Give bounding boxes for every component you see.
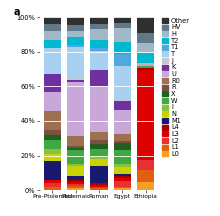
Bar — [137, 170, 154, 182]
Bar — [90, 69, 108, 70]
Bar — [90, 183, 108, 185]
Bar — [114, 150, 131, 164]
Bar — [67, 136, 84, 146]
Bar — [67, 186, 84, 188]
Bar — [67, 184, 84, 186]
Bar — [114, 22, 131, 28]
Bar — [90, 166, 108, 183]
Bar — [44, 74, 61, 92]
Bar — [137, 53, 154, 64]
Bar — [114, 54, 131, 66]
Bar — [114, 66, 131, 99]
Text: a: a — [13, 7, 20, 17]
Bar — [44, 135, 61, 140]
Bar — [114, 28, 131, 42]
Bar — [90, 156, 108, 159]
Bar — [44, 180, 61, 183]
Bar — [90, 188, 108, 190]
Bar — [44, 130, 61, 135]
Bar — [114, 134, 131, 141]
Bar — [67, 45, 84, 48]
Bar — [44, 24, 61, 31]
Bar — [67, 82, 84, 136]
Bar — [67, 146, 84, 148]
Bar — [137, 65, 154, 68]
Bar — [90, 29, 108, 40]
Bar — [67, 48, 84, 78]
Bar — [137, 68, 154, 70]
Bar — [137, 43, 154, 53]
Bar — [67, 25, 84, 31]
Bar — [137, 33, 154, 43]
Bar — [44, 92, 61, 111]
Bar — [90, 144, 108, 149]
Bar — [137, 160, 154, 170]
Bar — [67, 37, 84, 45]
Bar — [114, 187, 131, 188]
Bar — [90, 149, 108, 156]
Bar — [90, 86, 108, 132]
Bar — [90, 17, 108, 24]
Bar — [67, 164, 84, 166]
Bar — [44, 40, 61, 48]
Bar — [114, 110, 131, 134]
Bar — [67, 180, 84, 182]
Bar — [90, 24, 108, 29]
Bar — [114, 42, 131, 54]
Bar — [44, 17, 61, 24]
Bar — [90, 132, 108, 140]
Bar — [67, 150, 84, 164]
Bar — [67, 31, 84, 37]
Bar — [44, 149, 61, 154]
Bar — [114, 17, 131, 22]
Bar — [44, 111, 61, 130]
Bar — [90, 140, 108, 144]
Bar — [114, 174, 131, 176]
Bar — [67, 188, 84, 190]
Bar — [67, 79, 84, 82]
Bar — [90, 70, 108, 86]
Bar — [114, 176, 131, 178]
Bar — [114, 101, 131, 110]
Bar — [44, 161, 61, 180]
Bar — [137, 182, 154, 190]
Bar — [67, 182, 84, 184]
Bar — [67, 166, 84, 176]
Bar — [44, 48, 61, 74]
Bar — [44, 140, 61, 149]
Bar — [114, 181, 131, 187]
Bar — [137, 64, 154, 65]
Bar — [90, 187, 108, 188]
Bar — [114, 141, 131, 143]
Bar — [44, 183, 61, 187]
Bar — [114, 143, 131, 150]
Bar — [114, 164, 131, 167]
Bar — [67, 17, 84, 25]
Bar — [137, 70, 154, 160]
Bar — [114, 99, 131, 101]
Bar — [67, 148, 84, 150]
Bar — [90, 51, 108, 69]
Bar — [44, 154, 61, 161]
Bar — [67, 176, 84, 180]
Legend: Other, HV, H, T2, T1, T, J, K, U, R0, R, X, W, I, N, M1, L4, L3, L2, L1, L0: Other, HV, H, T2, T1, T, J, K, U, R0, R,… — [162, 17, 191, 158]
Bar — [90, 185, 108, 187]
Bar — [90, 159, 108, 166]
Bar — [67, 78, 84, 79]
Bar — [90, 40, 108, 48]
Bar — [114, 178, 131, 181]
Bar — [44, 31, 61, 40]
Bar — [114, 167, 131, 174]
Bar — [137, 17, 154, 33]
Bar — [114, 188, 131, 190]
Bar — [44, 187, 61, 190]
Bar — [90, 48, 108, 51]
